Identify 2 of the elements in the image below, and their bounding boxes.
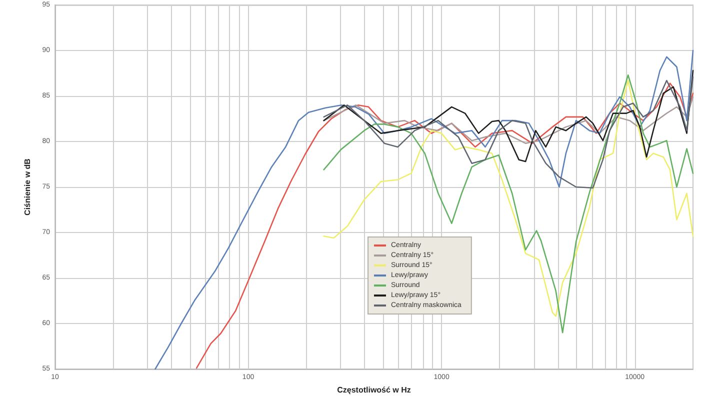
y-axis-title: Ciśnienie w dB [22,158,32,216]
x-axis-title: Częstotliwość w Hz [337,385,411,394]
